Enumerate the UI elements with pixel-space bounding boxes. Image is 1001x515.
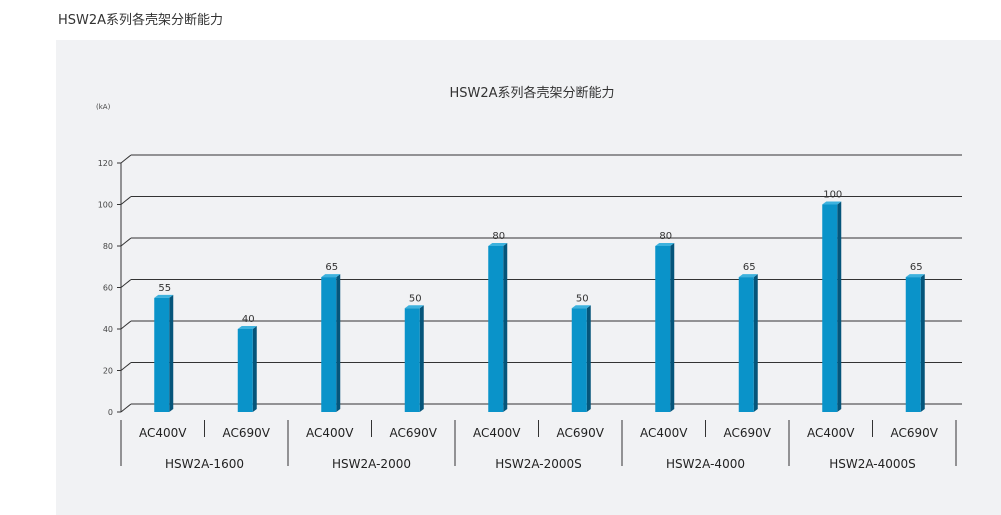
chart-panel bbox=[56, 40, 1001, 515]
x-tick-label: AC400V bbox=[306, 426, 354, 440]
data-label: 40 bbox=[242, 314, 255, 325]
bar-side bbox=[920, 274, 925, 412]
grid-line-diagonal bbox=[120, 403, 132, 413]
data-label: 65 bbox=[910, 262, 923, 273]
bar-top bbox=[571, 305, 591, 309]
x-tick-label: AC400V bbox=[640, 426, 688, 440]
bar bbox=[905, 277, 921, 412]
bar bbox=[154, 297, 170, 412]
bar-side bbox=[169, 294, 174, 412]
data-label: 65 bbox=[743, 262, 756, 273]
x-tick-label: AC690V bbox=[724, 426, 772, 440]
y-axis-unit: (kA) bbox=[96, 103, 111, 111]
bar-side bbox=[503, 243, 508, 412]
grid-line-diagonal bbox=[120, 237, 132, 247]
chart-title: HSW2A系列各壳架分断能力 bbox=[449, 85, 614, 101]
y-tick-label: 40 bbox=[103, 325, 113, 334]
bar-side bbox=[336, 274, 341, 412]
bar bbox=[237, 329, 253, 412]
bar-top bbox=[905, 274, 925, 278]
bar-top bbox=[488, 243, 508, 246]
data-label: 65 bbox=[325, 262, 338, 273]
bars bbox=[154, 201, 925, 412]
x-tick-label: AC690V bbox=[557, 426, 605, 440]
x-tick-label: AC690V bbox=[390, 426, 438, 440]
x-tick-label: AC400V bbox=[139, 426, 187, 440]
x-group-label: HSW2A-2000S bbox=[495, 457, 582, 471]
bar-side bbox=[753, 274, 758, 412]
y-tick-labels: 0 20 40 60 80 100 120 bbox=[98, 159, 113, 417]
x-group-label: HSW2A-2000 bbox=[332, 457, 411, 471]
x-tick-label: AC400V bbox=[473, 426, 521, 440]
bar-side bbox=[670, 243, 675, 412]
y-tick-label: 0 bbox=[108, 408, 113, 417]
y-tick-label: 20 bbox=[103, 367, 113, 376]
y-tick-label: 100 bbox=[98, 201, 113, 210]
value-labels: 55 40 65 50 80 50 80 65 100 65 bbox=[158, 190, 922, 326]
page-heading: HSW2A系列各壳架分断能力 bbox=[58, 13, 224, 28]
grid-line-diagonal bbox=[120, 279, 132, 288]
x-group-label: HSW2A-4000 bbox=[666, 457, 745, 471]
bar-top bbox=[738, 274, 758, 278]
bar-side bbox=[837, 201, 842, 412]
bar-top bbox=[655, 243, 675, 246]
data-label: 55 bbox=[158, 283, 171, 294]
bar bbox=[822, 204, 838, 412]
bar bbox=[321, 277, 337, 412]
y-tick-label: 60 bbox=[103, 284, 113, 293]
bar-top bbox=[237, 326, 257, 329]
bar-side bbox=[252, 326, 257, 412]
data-label: 50 bbox=[576, 293, 589, 304]
data-label: 50 bbox=[409, 293, 422, 304]
x-group-label: HSW2A-4000S bbox=[829, 457, 916, 471]
grid-line-diagonal bbox=[120, 196, 132, 205]
bar-top bbox=[154, 294, 174, 298]
bar bbox=[404, 308, 420, 412]
bar-top bbox=[321, 274, 341, 278]
x-tick-label: AC690V bbox=[223, 426, 271, 440]
data-label: 100 bbox=[823, 190, 842, 201]
x-tick-label: AC400V bbox=[807, 426, 855, 440]
data-label: 80 bbox=[492, 231, 505, 242]
y-tick-label: 80 bbox=[103, 242, 113, 251]
bar bbox=[571, 308, 587, 412]
x-tick-label: AC690V bbox=[891, 426, 939, 440]
bar-top bbox=[822, 201, 842, 205]
bar bbox=[738, 277, 754, 412]
data-label: 80 bbox=[659, 231, 672, 242]
x-category-labels: AC400V AC690V HSW2A-1600 AC400V AC690V HSW2A-… bbox=[120, 420, 957, 471]
bar-side bbox=[586, 305, 591, 412]
grid-line-diagonal bbox=[120, 154, 132, 164]
grid-line-diagonal bbox=[120, 362, 132, 371]
bar-side bbox=[419, 305, 424, 412]
grid-line-diagonal bbox=[120, 320, 132, 330]
y-tick-label: 120 bbox=[98, 159, 113, 168]
bar bbox=[488, 246, 504, 412]
x-group-label: HSW2A-1600 bbox=[165, 457, 244, 471]
bar bbox=[655, 246, 671, 412]
bar-top bbox=[404, 305, 424, 309]
